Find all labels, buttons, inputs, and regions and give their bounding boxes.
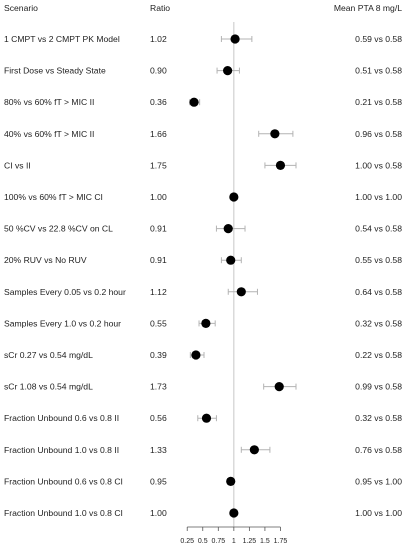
row-ratio-label: 1.12 (150, 287, 167, 297)
x-tick-label: 0.25 (180, 538, 194, 545)
row-pta-label: 0.96 vs 0.58 (355, 129, 402, 139)
row-pta-label: 1.00 vs 1.00 (355, 508, 402, 518)
ratio-point (201, 413, 212, 423)
row-scenario-label: Fraction Unbound 0.6 vs 0.8 CI (4, 476, 123, 486)
x-tick-label: 1 (232, 538, 236, 545)
ratio-point (223, 224, 233, 234)
row-scenario-label: First Dose vs Steady State (4, 66, 106, 76)
row-pta-label: 0.21 vs 0.58 (355, 97, 402, 107)
row-labels: 1 CMPT vs 2 CMPT PK Model 1.02 0.59 vs 0.5… (4, 34, 402, 518)
ratio-point (226, 255, 236, 265)
x-axis-ticks: 0.25 0.5 0.75 1 1.25 1.5 1.75 (180, 527, 287, 545)
header-scenario: Scenario (4, 3, 38, 13)
ratio-point (249, 445, 259, 455)
row-ratio-label: 1.00 (150, 192, 167, 202)
row-scenario-label: 20% RUV vs No RUV (4, 255, 87, 265)
ratio-point (230, 34, 240, 44)
row-ratio-label: 1.02 (150, 34, 167, 44)
row-pta-label: 0.51 vs 0.58 (355, 66, 402, 76)
row-ratio-label: 0.91 (150, 224, 167, 234)
row-scenario-label: 40% vs 60% fT > MIC II (4, 129, 94, 139)
row-pta-label: 0.64 vs 0.58 (355, 287, 402, 297)
ratio-point (223, 66, 233, 76)
row-ratio-label: 0.55 (150, 318, 167, 328)
header-ratio: Ratio (150, 3, 170, 13)
row-ratio-label: 0.56 (150, 413, 167, 423)
x-tick-label: 0.5 (198, 538, 208, 545)
row-ratio-label: 1.66 (150, 129, 167, 139)
ratio-point (229, 508, 239, 518)
row-ratio-label: 1.75 (150, 160, 167, 170)
ratio-point (236, 287, 246, 297)
ratio-point (275, 160, 286, 170)
row-scenario-label: 1 CMPT vs 2 CMPT PK Model (4, 34, 120, 44)
row-scenario-label: sCr 1.08 vs 0.54 mg/dL (4, 382, 93, 392)
row-scenario-label: Fraction Unbound 1.0 vs 0.8 CI (4, 508, 123, 518)
row-ratio-label: 1.00 (150, 508, 167, 518)
row-ratio-label: 0.39 (150, 350, 167, 360)
row-pta-label: 0.95 vs 1.00 (355, 476, 402, 486)
ratio-point (270, 129, 280, 139)
row-pta-label: 0.59 vs 0.58 (355, 34, 402, 44)
row-pta-label: 0.32 vs 0.58 (355, 413, 402, 423)
x-tick-label: 1.5 (260, 538, 270, 545)
row-pta-label: 0.54 vs 0.58 (355, 224, 402, 234)
row-ratio-label: 0.95 (150, 476, 167, 486)
row-scenario-label: CI vs II (4, 160, 31, 170)
ratio-point (274, 382, 284, 392)
row-scenario-label: Fraction Unbound 0.6 vs 0.8 II (4, 413, 119, 423)
row-ratio-label: 0.36 (150, 97, 167, 107)
row-ratio-label: 1.33 (150, 445, 167, 455)
row-scenario-label: Samples Every 0.05 vs 0.2 hour (4, 287, 126, 297)
x-tick-label: 0.75 (211, 538, 225, 545)
row-ratio-label: 1.73 (150, 382, 167, 392)
row-scenario-label: 50 %CV vs 22.8 %CV on CL (4, 224, 113, 234)
header-pta: Mean PTA 8 mg/L (334, 3, 402, 13)
row-scenario-label: 80% vs 60% fT > MIC II (4, 97, 94, 107)
row-scenario-label: sCr 0.27 vs 0.54 mg/dL (4, 350, 93, 360)
ratio-point (191, 350, 201, 360)
ratio-point (201, 318, 211, 328)
row-scenario-label: Fraction Unbound 1.0 vs 0.8 II (4, 445, 119, 455)
ratio-point (229, 192, 239, 202)
row-pta-label: 0.55 vs 0.58 (355, 255, 402, 265)
row-scenario-label: Samples Every 1.0 vs 0.2 hour (4, 318, 121, 328)
row-pta-label: 0.99 vs 0.58 (355, 382, 402, 392)
points (189, 34, 286, 518)
row-pta-label: 0.76 vs 0.58 (355, 445, 402, 455)
x-tick-label: 1.75 (274, 538, 288, 545)
row-ratio-label: 0.90 (150, 66, 167, 76)
row-pta-label: 0.22 vs 0.58 (355, 350, 402, 360)
row-pta-label: 1.00 vs 1.00 (355, 192, 402, 202)
row-scenario-label: 100% vs 60% fT > MIC CI (4, 192, 103, 202)
row-ratio-label: 0.91 (150, 255, 167, 265)
row-pta-label: 1.00 vs 0.58 (355, 160, 402, 170)
whiskers (189, 36, 297, 516)
x-tick-label: 1.25 (243, 538, 257, 545)
row-pta-label: 0.32 vs 0.58 (355, 318, 402, 328)
ratio-point (226, 476, 236, 486)
ratio-point (189, 97, 199, 107)
